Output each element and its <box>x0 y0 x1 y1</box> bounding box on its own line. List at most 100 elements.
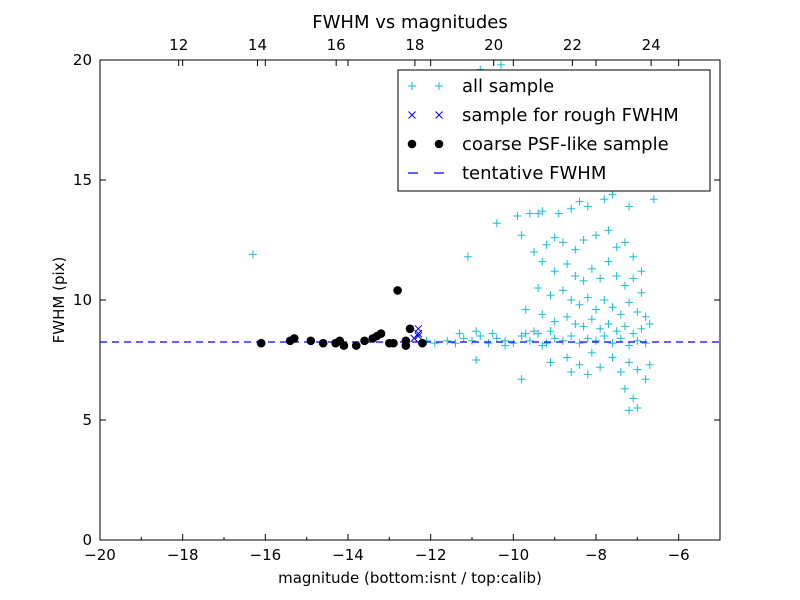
all-sample-point <box>641 375 650 384</box>
all-sample-point <box>546 291 555 300</box>
all-sample-point <box>649 195 658 204</box>
all-sample-point <box>641 339 650 348</box>
all-sample-point <box>583 202 592 211</box>
all-sample-point <box>534 329 543 338</box>
all-sample-point <box>567 332 576 340</box>
all-sample-point <box>608 353 617 362</box>
all-sample-point <box>492 219 501 228</box>
all-sample-point <box>517 231 526 240</box>
legend-entry: tentative FWHM <box>408 163 606 184</box>
all-sample-point <box>625 202 634 211</box>
all-sample-point <box>525 209 534 218</box>
all-sample-point <box>492 334 501 343</box>
all-sample-point <box>587 264 596 273</box>
all-sample-point <box>596 274 605 283</box>
all-sample-point <box>550 233 559 242</box>
all-sample-point <box>587 315 596 324</box>
x-tick-label: −8 <box>585 546 607 564</box>
plot-area <box>100 60 720 415</box>
all-sample-point <box>468 336 476 345</box>
all-sample-point <box>641 312 650 321</box>
all-sample-point <box>620 238 629 247</box>
all-sample-point <box>592 336 600 345</box>
all-sample-point <box>538 341 547 350</box>
top-tick-label: 18 <box>405 36 424 54</box>
x-axis-title: magnitude (bottom:isnt / top:calib) <box>278 569 542 587</box>
all-sample-point <box>521 329 530 338</box>
coarse-psf-point <box>318 338 328 348</box>
all-sample-point <box>645 320 654 328</box>
all-sample-point <box>513 212 522 220</box>
all-sample-point <box>592 305 600 314</box>
all-sample-point <box>517 332 526 340</box>
legend-label: tentative FWHM <box>462 163 606 184</box>
all-sample-point <box>616 310 625 319</box>
all-sample-point <box>542 240 551 249</box>
coarse-psf-point <box>360 336 369 346</box>
all-sample-point <box>629 252 638 261</box>
top-tick-label: 12 <box>169 36 188 54</box>
all-sample-point <box>625 406 634 415</box>
all-sample-point <box>633 365 642 374</box>
y-tick-label: 0 <box>82 531 92 549</box>
all-sample-point <box>596 363 605 372</box>
top-tick-label: 22 <box>563 36 582 54</box>
legend-box <box>397 69 711 192</box>
x-tick-label: −6 <box>668 546 690 564</box>
coarse-psf-point <box>389 338 398 348</box>
all-sample-point <box>596 324 605 333</box>
all-sample-point <box>633 308 642 316</box>
all-sample-point <box>604 257 613 266</box>
all-sample-point <box>629 274 638 283</box>
all-sample-point <box>563 312 572 321</box>
all-sample-point <box>620 322 629 331</box>
all-sample-point <box>625 358 634 367</box>
all-sample-point <box>484 339 493 348</box>
all-sample-point <box>472 356 481 364</box>
all-sample-point <box>600 332 609 340</box>
all-sample-point <box>575 360 584 369</box>
all-sample-point <box>476 332 485 340</box>
x-tick-label: −20 <box>84 546 116 564</box>
legend-label: all sample <box>462 76 554 97</box>
all-sample-point <box>538 310 547 319</box>
all-sample-point <box>583 370 592 379</box>
all-sample-point <box>637 288 646 297</box>
all-sample-point <box>530 327 538 336</box>
all-sample-point <box>517 375 526 384</box>
legend-marker-x <box>408 111 416 119</box>
legend-entry: sample for rough FWHM <box>408 105 679 126</box>
legend-marker-x <box>435 111 443 119</box>
y-tick-label: 20 <box>73 51 92 69</box>
all-sample-point <box>538 257 547 266</box>
all-sample-point <box>546 358 555 367</box>
all-sample-point <box>558 238 567 247</box>
all-sample-point <box>534 284 543 292</box>
all-sample-point <box>558 336 567 345</box>
y-tick-label: 10 <box>73 291 92 309</box>
coarse-psf-point <box>256 338 266 348</box>
coarse-psf-point <box>351 341 361 350</box>
all-sample-point <box>509 339 518 348</box>
all-sample-point <box>530 248 538 256</box>
x-tick-label: −10 <box>498 546 530 564</box>
legend-entry: all sample <box>408 76 554 97</box>
all-sample-point <box>637 324 646 333</box>
all-sample-point <box>563 260 572 268</box>
all-sample-point <box>579 276 588 285</box>
all-sample-point <box>472 327 481 336</box>
all-sample-point <box>625 298 634 307</box>
coarse-psf-point <box>401 336 411 346</box>
plot-marks <box>100 60 720 415</box>
all-sample-point <box>612 327 621 336</box>
all-sample-point <box>608 303 617 312</box>
x-tick-label: −18 <box>167 546 199 564</box>
all-sample-point <box>550 267 559 276</box>
x-tick-label: −14 <box>332 546 364 564</box>
all-sample-point <box>248 250 257 259</box>
all-sample-point <box>629 394 638 403</box>
coarse-psf-point <box>418 338 427 348</box>
all-sample-point <box>571 320 580 328</box>
coarse-psf-point <box>289 334 299 343</box>
